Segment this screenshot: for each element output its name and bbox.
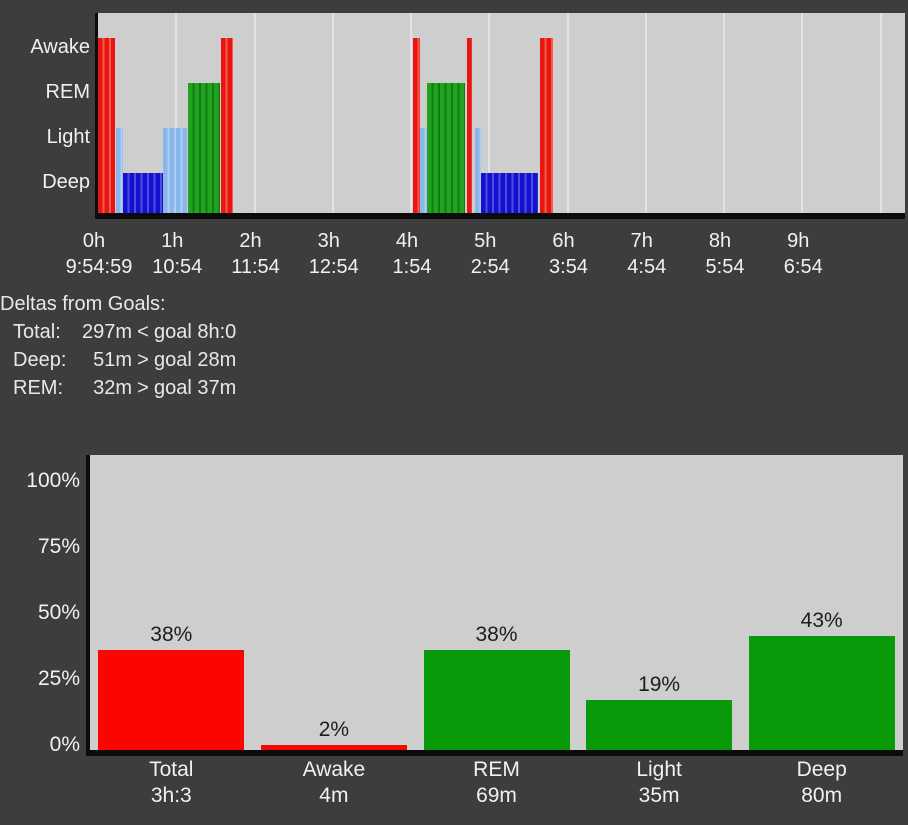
hypnogram-segment-deep <box>123 173 163 213</box>
delta-value: 297m <box>81 321 132 343</box>
bar-category-duration: 35m <box>638 784 680 807</box>
percent-tick-label: 75% <box>37 535 80 558</box>
stage-bar-deep <box>748 636 895 750</box>
bar-category-name: Awake <box>302 758 366 781</box>
time-tick-label: 11:54 <box>231 256 280 278</box>
time-tick-label: 2:54 <box>470 256 510 278</box>
hypnogram-segment-awake <box>98 38 116 213</box>
bar-value-label: 2% <box>318 718 350 741</box>
hour-gridline <box>644 13 647 213</box>
hour-gridline <box>253 13 256 213</box>
stage-bar-awake <box>260 745 407 750</box>
bar-category-label-awake: Awake 4m <box>253 757 415 809</box>
delta-value: 32m <box>93 377 132 399</box>
stage-axis-label-rem: REM <box>45 81 90 103</box>
percent-tick-label: 0% <box>49 733 80 756</box>
hour-tick-label: 2h <box>239 230 262 252</box>
bar-category-duration: 80m <box>801 784 843 807</box>
hour-gridline <box>723 13 725 213</box>
time-tick-label: 6:54 <box>783 256 823 278</box>
hour-tick-label: 8h <box>708 230 732 252</box>
goal-delta-row-deep: Deep: 51m > goal 28m <box>13 346 236 374</box>
bar-category-label-deep: Deep 80m <box>741 757 903 809</box>
hour-tick-label: 7h <box>630 230 653 252</box>
bar-category-label-rem: REM 69m <box>416 757 578 809</box>
percent-tick-label: 100% <box>26 469 80 492</box>
time-tick-label: 9:54:59 <box>65 256 133 278</box>
time-tick-label: 10:54 <box>152 256 203 278</box>
stage-bar-total <box>98 650 245 750</box>
hour-gridline <box>566 13 569 213</box>
bar-category-label-light: Light 35m <box>578 757 740 809</box>
hour-tick-label: 4h <box>395 230 419 252</box>
hour-tick-label: 6h <box>552 230 575 252</box>
hour-tick-label: 3h <box>317 230 340 252</box>
delta-goal: goal 8h:0 <box>154 321 237 343</box>
delta-goal: goal 37m <box>154 377 237 399</box>
time-tick-label: 5:54 <box>705 256 745 278</box>
time-tick-label: 12:54 <box>308 256 359 278</box>
delta-label: REM: <box>13 377 63 399</box>
hypnogram-segment-light <box>420 128 427 213</box>
delta-goal: goal 28m <box>154 349 237 371</box>
goal-deltas-section: Deltas from Goals: Total: 297m < goal 8h… <box>0 291 236 402</box>
percent-tick-label: 50% <box>37 601 80 624</box>
stage-axis-label-awake: Awake <box>30 36 90 58</box>
delta-comparator: < <box>137 321 149 343</box>
stage-axis-label-deep: Deep <box>42 171 90 193</box>
time-tick-label: 4:54 <box>627 256 667 278</box>
bar-value-label: 19% <box>638 673 681 696</box>
hypnogram-segment-rem <box>188 83 221 213</box>
percent-tick-label: 25% <box>37 667 80 690</box>
time-tick-label: 3:54 <box>549 256 588 278</box>
hypnogram-plot <box>95 13 905 219</box>
delta-comparator: > <box>137 377 149 399</box>
stage-bar-rem <box>423 650 570 750</box>
hypnogram-segment-light <box>116 128 123 213</box>
hour-gridline <box>331 13 334 213</box>
bar-category-name: Deep <box>796 758 847 781</box>
bar-category-duration: 3h:3 <box>150 784 192 807</box>
hour-tick-label: 1h <box>161 230 184 252</box>
hour-gridline <box>175 13 178 213</box>
hypnogram-segment-rem <box>426 83 465 213</box>
bar-value-label: 38% <box>475 623 518 646</box>
bar-category-name: Light <box>636 758 682 781</box>
hypnogram-segment-light <box>475 128 481 213</box>
bar-category-label-total: Total 3h:3 <box>90 757 252 809</box>
stage-bar-light <box>586 700 733 750</box>
hypnogram-segment-awake <box>466 38 473 213</box>
hypnogram-segment-light <box>162 128 188 213</box>
delta-label: Total: <box>13 321 61 343</box>
goal-delta-row-total: Total: 297m < goal 8h:0 <box>13 318 236 346</box>
hour-gridline <box>879 13 882 213</box>
hour-tick-label: 0h <box>82 230 106 252</box>
stage-axis-label-light: Light <box>46 126 90 148</box>
time-tick-label: 1:54 <box>392 256 432 278</box>
delta-comparator: > <box>137 349 149 371</box>
hour-tick-label: 9h <box>787 230 810 252</box>
hypnogram-segment-deep <box>480 173 539 213</box>
bar-category-name: REM <box>473 758 520 781</box>
hypnogram-segment-awake <box>412 38 420 213</box>
bar-value-label: 43% <box>800 609 843 632</box>
bar-category-duration: 69m <box>476 784 517 807</box>
hour-gridline <box>410 13 412 213</box>
bar-category-name: Total <box>149 758 194 781</box>
bar-category-duration: 4m <box>319 784 349 807</box>
delta-label: Deep: <box>13 349 67 371</box>
hour-tick-label: 5h <box>474 230 497 252</box>
hypnogram-segment-awake <box>540 38 554 213</box>
delta-value: 51m <box>93 349 132 371</box>
goal-delta-row-rem: REM: 32m > goal 37m <box>13 374 236 402</box>
hour-gridline <box>488 13 491 213</box>
hypnogram-segment-awake <box>220 38 234 213</box>
hour-gridline <box>801 13 804 213</box>
bar-value-label: 38% <box>150 623 193 646</box>
goal-deltas-title: Deltas from Goals: <box>0 293 166 315</box>
